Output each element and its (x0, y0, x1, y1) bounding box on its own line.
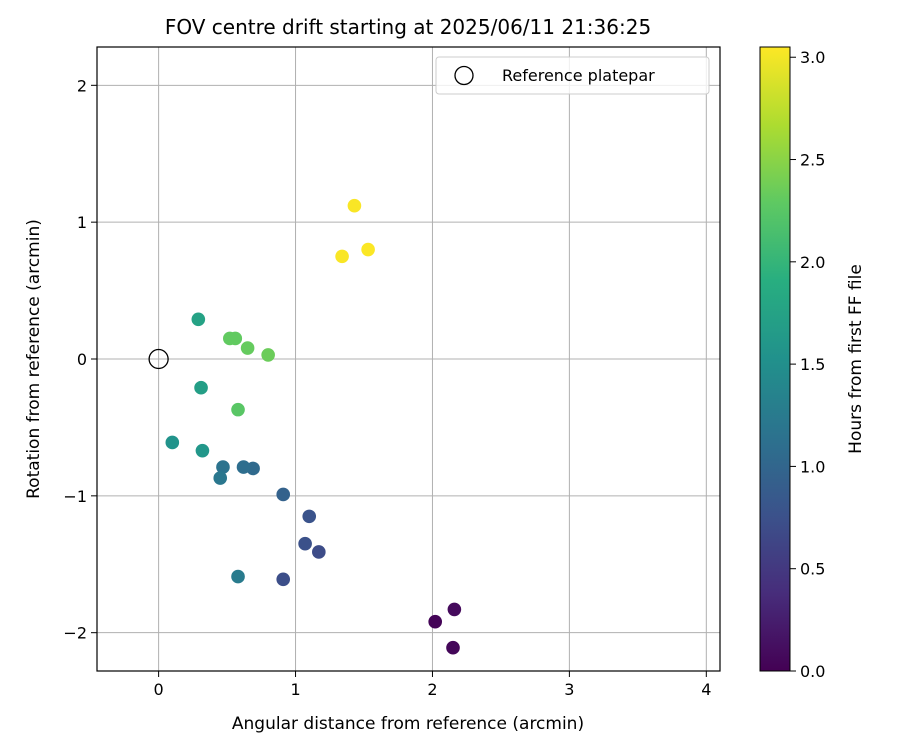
colorbar-tick-label: 2.5 (800, 151, 825, 170)
x-tick-label: 0 (154, 680, 164, 699)
y-tick-label: 2 (77, 76, 87, 95)
data-point (312, 545, 326, 559)
data-points (165, 198, 462, 655)
data-point (302, 509, 317, 524)
data-point (194, 380, 208, 395)
data-point (428, 614, 443, 629)
legend-reference-marker (454, 65, 474, 86)
data-point (261, 348, 275, 362)
data-point (195, 443, 210, 458)
colorbar-tick-label: 2.0 (800, 253, 825, 272)
colorbar-label: Hours from first FF file (846, 264, 866, 454)
legend: Reference platepar (435, 56, 710, 95)
colorbar (759, 46, 791, 672)
chart-title: FOV centre drift starting at 2025/06/11 … (165, 15, 651, 39)
data-point (231, 402, 245, 417)
x-tick-label: 3 (564, 680, 574, 699)
colorbar-tick-label: 0.0 (800, 662, 825, 681)
legend-box (435, 56, 710, 95)
data-point (446, 640, 460, 655)
y-axis-ticks: −2 −1 0 1 2 (63, 76, 97, 643)
y-tick-label: −1 (63, 487, 87, 506)
y-axis-label: Rotation from reference (arcmin) (24, 219, 44, 499)
y-tick-label: 0 (77, 350, 87, 369)
data-point (165, 435, 180, 450)
colorbar-tick-label: 0.5 (800, 560, 825, 579)
data-point (236, 460, 251, 474)
x-tick-label: 2 (427, 680, 437, 699)
data-point (276, 487, 291, 502)
data-point (216, 460, 230, 474)
y-tick-label: 1 (77, 213, 87, 232)
legend-label: Reference platepar (502, 66, 655, 85)
data-point (298, 536, 312, 551)
x-axis-label: Angular distance from reference (arcmin) (232, 714, 584, 734)
data-point (276, 572, 291, 587)
x-axis-ticks: 0 1 2 3 4 (154, 671, 711, 699)
x-tick-label: 4 (701, 680, 711, 699)
data-point (335, 249, 349, 264)
data-point (228, 331, 243, 346)
data-point (240, 341, 255, 355)
x-tick-label: 1 (290, 680, 300, 699)
grid-lines (97, 47, 720, 671)
colorbar-tick-label: 3.0 (800, 48, 825, 67)
data-point (361, 242, 375, 257)
data-point (191, 312, 206, 327)
y-tick-label: −2 (63, 624, 87, 643)
data-point (447, 602, 462, 617)
data-point (231, 569, 245, 584)
colorbar-ticks: 0.0 0.5 1.0 1.5 2.0 2.5 3.0 (790, 48, 825, 681)
colorbar-tick-label: 1.5 (800, 355, 825, 374)
colorbar-tick-label: 1.0 (800, 457, 825, 476)
reference-platepar-marker (148, 348, 169, 370)
data-point (213, 471, 228, 485)
data-point (347, 198, 362, 213)
